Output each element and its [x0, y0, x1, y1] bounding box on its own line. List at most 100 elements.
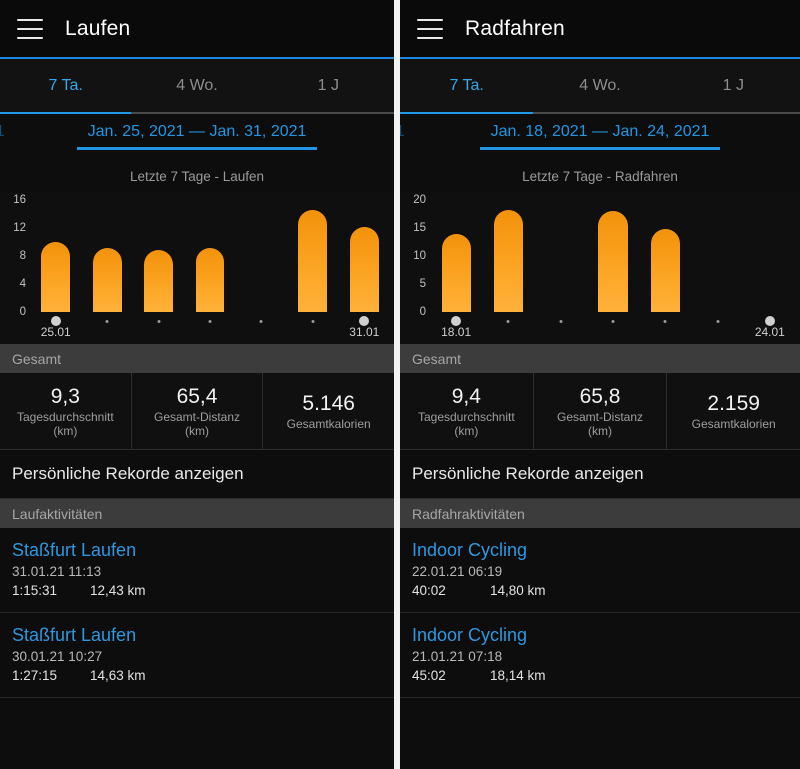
period-tabs: 7 Ta. 4 Wo. 1 J	[400, 59, 800, 112]
chart-bar[interactable]	[441, 233, 471, 312]
activity-metrics: 40:02 14,80 km	[412, 581, 788, 600]
chart-plot-area	[30, 192, 390, 312]
tab-indicator-track	[0, 112, 394, 114]
day-marker[interactable]	[259, 320, 263, 323]
chart-subtitle: Letzte 7 Tage - Radfahren	[400, 160, 800, 192]
activity-distance: 12,43 km	[90, 583, 146, 598]
list-item[interactable]: Staßfurt Laufen 31.01.21 11:13 1:15:31 1…	[0, 528, 394, 613]
day-marker[interactable]	[663, 320, 667, 323]
day-marker-selected[interactable]	[451, 316, 462, 326]
activity-duration: 1:27:15	[12, 668, 58, 683]
chart-x-axis-labels: 18.01 24.01	[430, 325, 796, 341]
stat-total-calories: 5.146 Gesamtkalorien	[262, 373, 394, 449]
tab-4-weeks[interactable]: 4 Wo.	[176, 76, 218, 94]
chart-bar[interactable]	[92, 247, 122, 312]
chart-bar[interactable]	[144, 249, 173, 312]
day-marker[interactable]	[611, 320, 615, 323]
stat-value: 9,4	[451, 385, 481, 408]
chart-bar[interactable]	[41, 242, 71, 312]
y-tick-label: 5	[419, 278, 426, 290]
hamburger-menu-icon[interactable]	[417, 18, 443, 39]
y-tick-label: 0	[19, 306, 26, 318]
activity-list: Staßfurt Laufen 31.01.21 11:13 1:15:31 1…	[0, 528, 394, 769]
chart-bar[interactable]	[195, 248, 225, 312]
day-marker[interactable]	[506, 320, 510, 323]
day-marker[interactable]	[559, 320, 563, 323]
tab-1-year[interactable]: 1 J	[722, 76, 744, 94]
y-tick-label: 10	[413, 250, 426, 262]
chart-bar[interactable]	[598, 210, 628, 312]
list-item[interactable]: Staßfurt Laufen 30.01.21 10:27 1:27:15 1…	[0, 613, 394, 698]
activity-distance: 14,63 km	[90, 668, 146, 683]
chart-bar-slot	[195, 192, 225, 312]
activity-name[interactable]: Indoor Cycling	[412, 540, 528, 560]
chart-bar[interactable]	[349, 226, 379, 312]
tab-active-indicator	[400, 112, 534, 114]
accent-divider	[400, 57, 800, 59]
personal-records-button[interactable]: Persönliche Rekorde anzeigen	[0, 450, 394, 499]
tab-7-days[interactable]: 7 Ta.	[48, 76, 83, 94]
tab-indicator-track	[400, 112, 800, 114]
chart-bar[interactable]	[650, 229, 680, 312]
chart-y-axis: 0 5 10 15 20	[400, 192, 430, 318]
chart-bar-slot	[349, 192, 379, 312]
y-tick-label: 15	[413, 222, 426, 234]
day-marker-selected[interactable]	[359, 316, 370, 326]
y-tick-label: 12	[13, 222, 26, 234]
chart-bar[interactable]	[298, 209, 328, 312]
stat-daily-average: 9,3 Tagesdurchschnitt (km)	[0, 373, 131, 449]
chart-bar[interactable]	[493, 209, 524, 312]
tab-1-year[interactable]: 1 J	[317, 76, 339, 94]
period-previous-label[interactable]: 021	[0, 123, 5, 140]
summary-header: Gesamt	[400, 344, 800, 373]
period-previous-label[interactable]: 021	[400, 123, 405, 140]
period-current-label[interactable]: Jan. 18, 2021 — Jan. 24, 2021	[490, 123, 710, 140]
period-underline	[77, 147, 317, 150]
activity-distance: 18,14 km	[490, 668, 546, 683]
activity-duration: 40:02	[412, 583, 446, 598]
list-item[interactable]: Indoor Cycling 21.01.21 07:18 45:02 18,1…	[400, 613, 800, 698]
hamburger-menu-icon[interactable]	[17, 18, 43, 39]
y-tick-label: 20	[413, 194, 426, 206]
x-tick-label: 18.01	[441, 325, 472, 339]
x-tick-label: 24.01	[754, 325, 785, 339]
period-selector[interactable]: 021 Jan. 25, 2021 — Jan. 31, 2021	[0, 114, 394, 160]
chart-x-axis-labels: 25.01 31.01	[30, 325, 390, 341]
tab-7-days[interactable]: 7 Ta.	[449, 76, 484, 94]
y-tick-label: 16	[13, 194, 26, 206]
list-item-partial[interactable]	[400, 698, 800, 726]
y-tick-label: 0	[419, 306, 426, 318]
stat-label: Gesamtkalorien	[691, 417, 776, 431]
period-current-label[interactable]: Jan. 25, 2021 — Jan. 31, 2021	[87, 123, 307, 140]
list-item-partial[interactable]	[0, 698, 394, 726]
day-marker[interactable]	[208, 320, 212, 323]
distance-bar-chart: 0 5 10 15 20 18.01 24.01	[400, 192, 800, 344]
day-marker-selected[interactable]	[764, 316, 775, 326]
activity-distance: 14,80 km	[490, 583, 546, 598]
day-marker[interactable]	[157, 320, 161, 323]
activity-metrics: 45:02 18,14 km	[412, 666, 788, 685]
stat-value: 5.146	[302, 392, 355, 415]
personal-records-button[interactable]: Persönliche Rekorde anzeigen	[400, 450, 800, 499]
day-marker[interactable]	[716, 320, 720, 323]
chart-plot-area	[430, 192, 796, 312]
distance-bar-chart: 0 4 8 12 16 25.01 31.01	[0, 192, 394, 344]
activity-name[interactable]: Indoor Cycling	[412, 625, 528, 645]
day-marker[interactable]	[105, 320, 109, 323]
tab-4-weeks[interactable]: 4 Wo.	[579, 76, 621, 94]
period-tabs: 7 Ta. 4 Wo. 1 J	[0, 59, 394, 112]
activity-name[interactable]: Staßfurt Laufen	[12, 540, 137, 560]
stat-label: Gesamtkalorien	[286, 417, 371, 431]
activity-duration: 45:02	[412, 668, 446, 683]
period-selector[interactable]: 021 Jan. 18, 2021 — Jan. 24, 2021	[400, 114, 800, 160]
list-item[interactable]: Indoor Cycling 22.01.21 06:19 40:02 14,8…	[400, 528, 800, 613]
day-marker-selected[interactable]	[50, 316, 61, 326]
activity-duration: 1:15:31	[12, 583, 58, 598]
day-marker[interactable]	[311, 320, 315, 323]
app-bar: Radfahren	[400, 0, 800, 57]
summary-stats-row: 9,4 Tagesdurchschnitt (km) 65,8 Gesamt-D…	[400, 373, 800, 450]
chart-bar-slot	[493, 192, 524, 312]
activity-metrics: 1:27:15 14,63 km	[12, 666, 382, 685]
stat-label: Tagesdurchschnitt	[16, 410, 114, 424]
activity-name[interactable]: Staßfurt Laufen	[12, 625, 137, 645]
